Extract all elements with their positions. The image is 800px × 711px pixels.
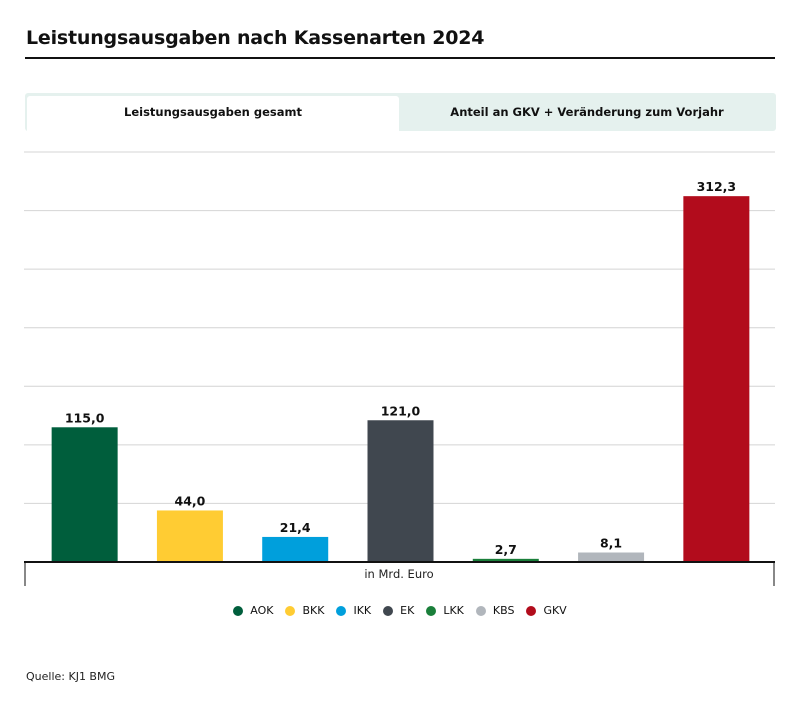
chart-title: Leistungsausgaben nach Kassenarten 2024 [26, 27, 485, 49]
legend-dot-icon [475, 605, 486, 616]
bar-ek[interactable] [367, 420, 434, 562]
legend-label: LKK [443, 604, 464, 617]
bar-chart: 115,0 44,0 21,4 121,0 2,7 8,1 312,3 in Mrd. Eu… [24, 151, 775, 586]
legend-item-bkk[interactable]: BKK [285, 604, 324, 617]
legend-label: AOK [250, 604, 274, 617]
gridlines [24, 151, 775, 504]
legend-item-lkk[interactable]: LKK [426, 604, 464, 617]
bar-gkv[interactable] [683, 196, 750, 563]
bar-ikk[interactable] [262, 536, 329, 562]
value-label-ek: 121,0 [381, 403, 421, 418]
legend-label: EK [400, 604, 415, 617]
tab-leistungsausgaben-gesamt[interactable]: Leistungsausgaben gesamt [27, 96, 399, 131]
value-label-lkk: 2,7 [495, 542, 517, 557]
source-note: Quelle: KJ1 BMG [26, 670, 115, 683]
value-label-bkk: 44,0 [175, 493, 206, 508]
bar-aok[interactable] [51, 427, 118, 562]
legend-item-kbs[interactable]: KBS [475, 604, 515, 617]
bars [51, 196, 750, 563]
legend-label: BKK [302, 604, 325, 617]
legend-item-gkv[interactable]: GKV [526, 604, 567, 617]
legend-dot-icon [285, 605, 296, 616]
legend-dot-icon [526, 605, 537, 616]
bar-lkk[interactable] [472, 558, 539, 562]
value-label-aok: 115,0 [65, 410, 105, 425]
legend-item-ikk[interactable]: IKK [336, 604, 371, 617]
legend-label: IKK [353, 604, 372, 617]
bar-kbs[interactable] [578, 552, 645, 562]
value-label-kbs: 8,1 [600, 536, 622, 551]
title-divider [25, 57, 775, 59]
bar-bkk[interactable] [156, 510, 223, 562]
view-tabs: Leistungsausgaben gesamt Anteil an GKV +… [25, 93, 776, 131]
legend-dot-icon [336, 605, 347, 616]
legend: AOK BKK IKK EK LKK KBS GKV [0, 604, 800, 619]
legend-dot-icon [383, 605, 394, 616]
value-label-gkv: 312,3 [697, 179, 737, 194]
legend-label: KBS [492, 604, 515, 617]
legend-item-aok[interactable]: AOK [233, 604, 273, 617]
value-labels: 115,0 44,0 21,4 121,0 2,7 8,1 312,3 [65, 179, 736, 557]
x-axis-label: in Mrd. Euro [364, 567, 433, 581]
tab-anteil-gkv-veraenderung[interactable]: Anteil an GKV + Veränderung zum Vorjahr [450, 105, 724, 119]
legend-label: GKV [543, 604, 567, 617]
legend-dot-icon [233, 605, 244, 616]
value-label-ikk: 21,4 [280, 520, 311, 535]
legend-dot-icon [426, 605, 437, 616]
legend-item-ek[interactable]: EK [383, 604, 414, 617]
